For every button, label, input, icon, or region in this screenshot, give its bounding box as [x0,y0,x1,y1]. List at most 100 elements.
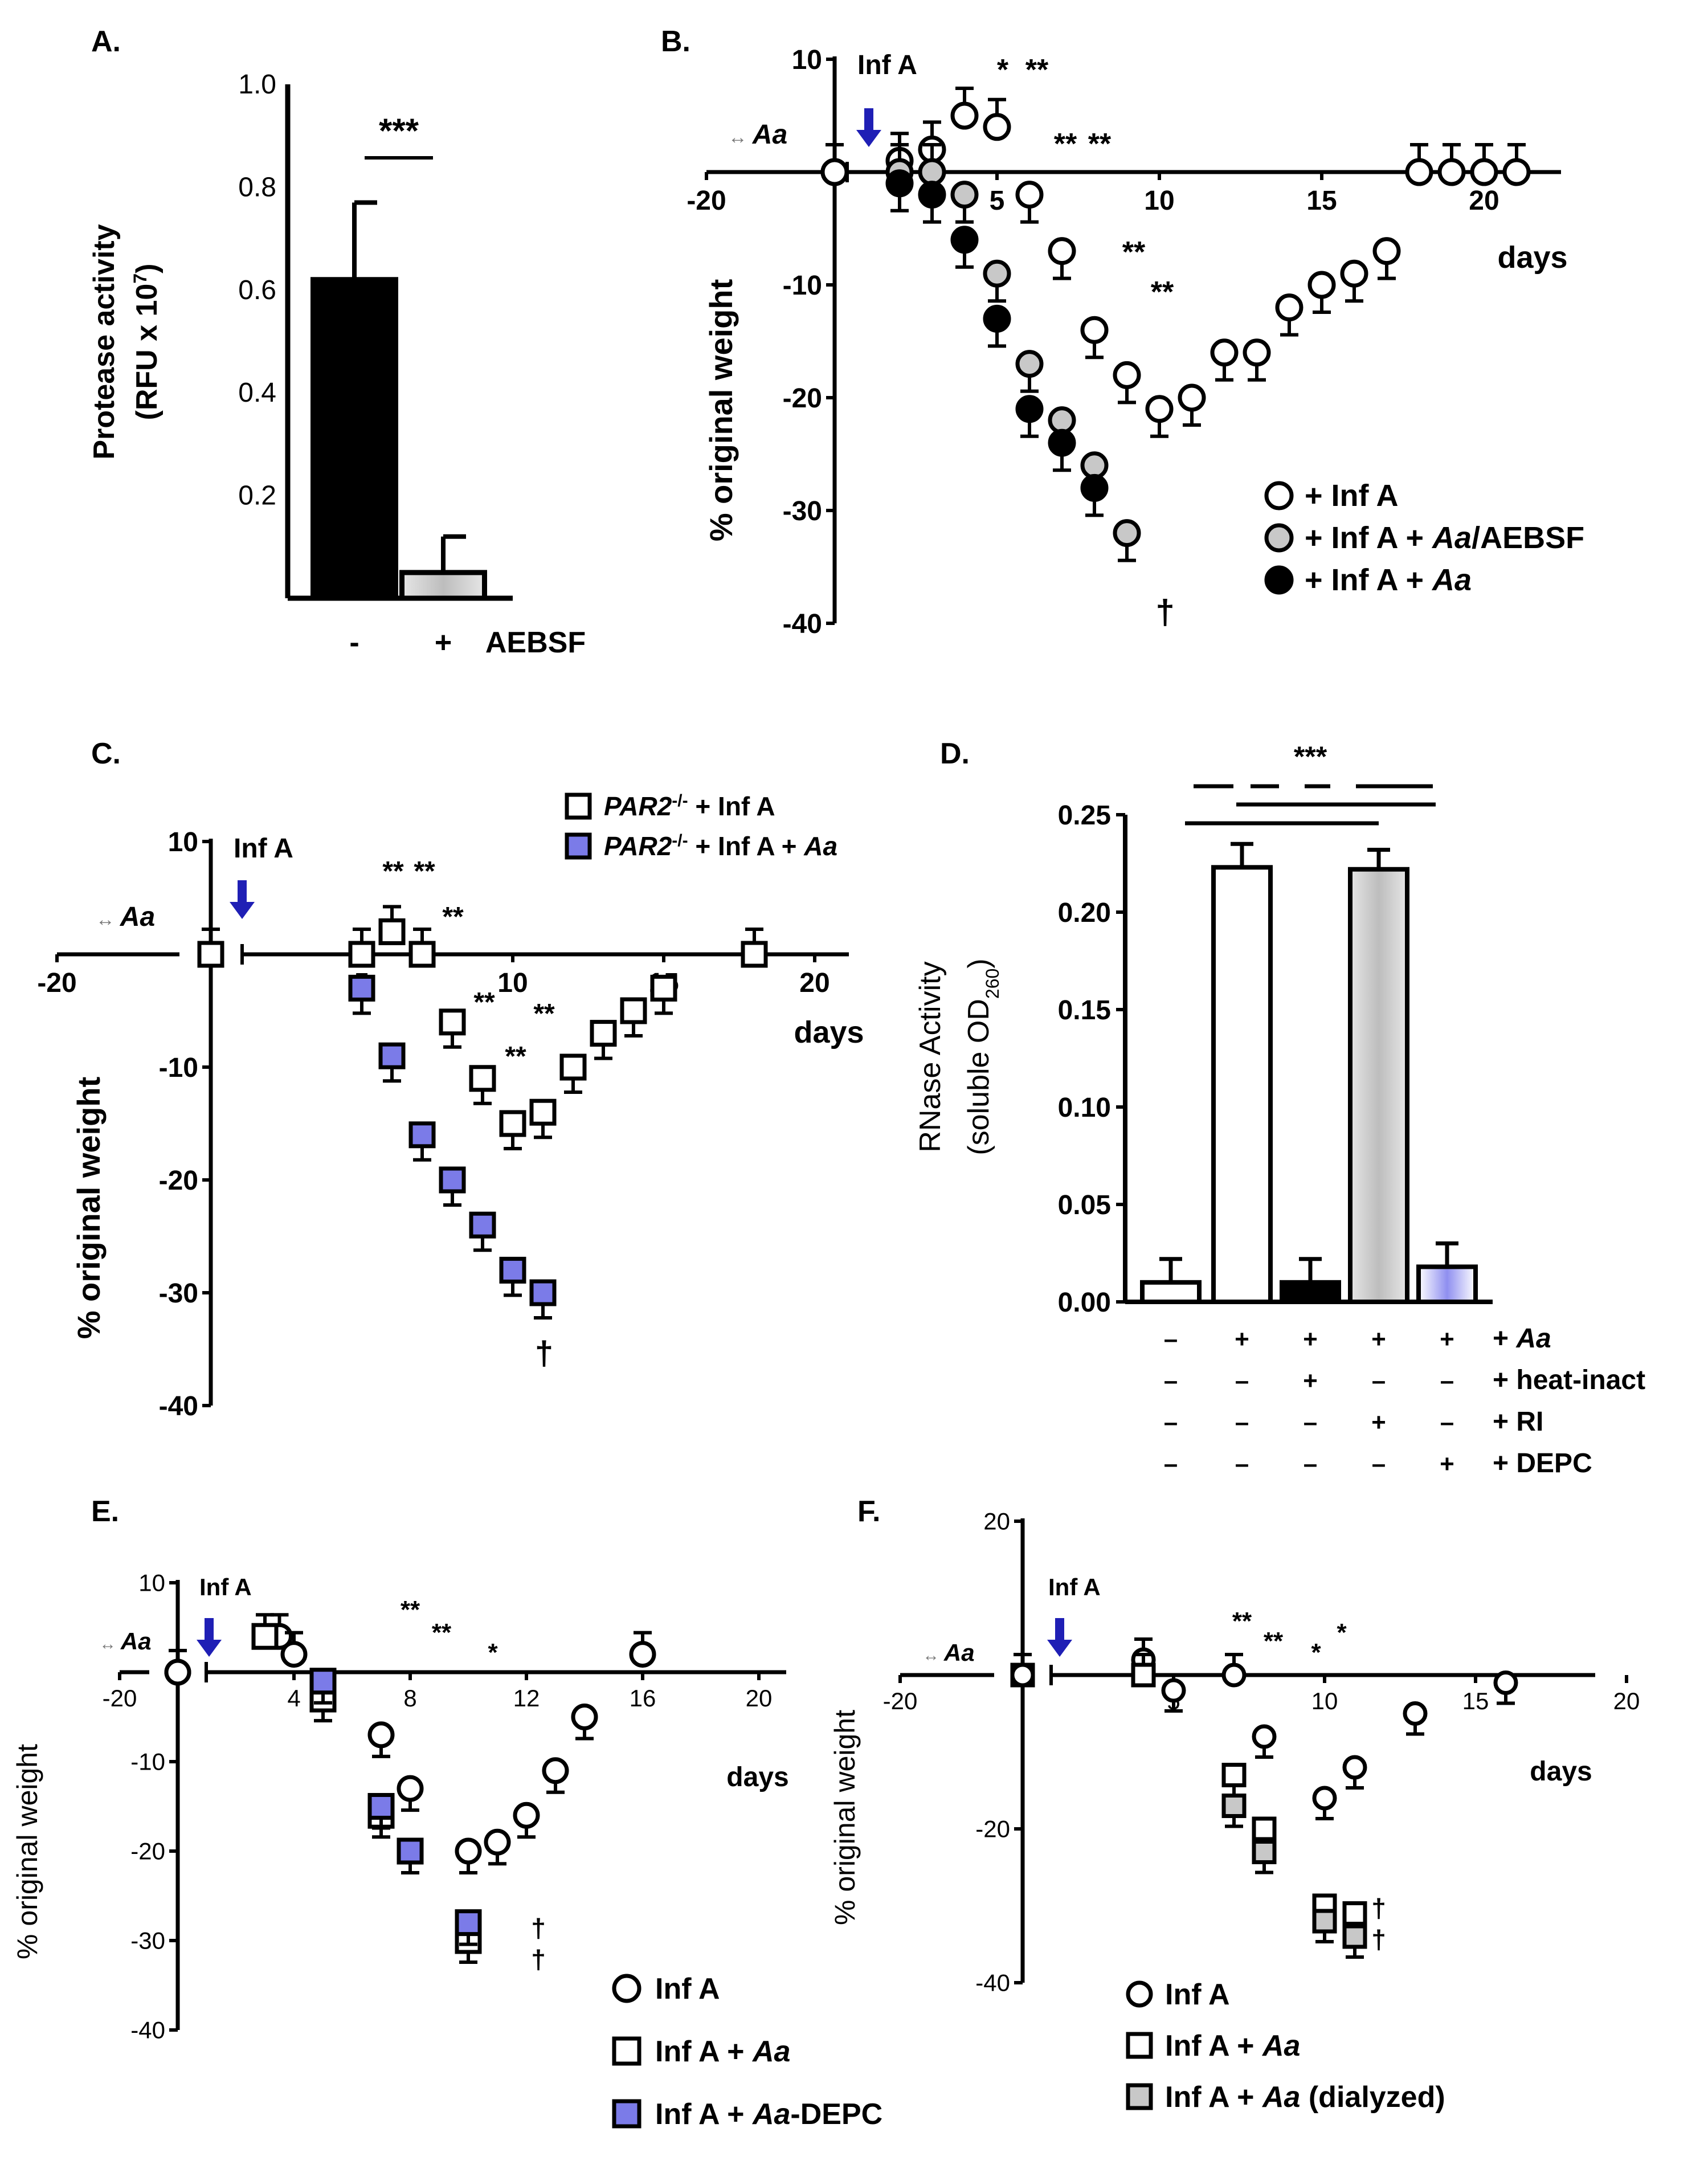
f-pre-label: ↔ Aa [922,1639,974,1666]
c-data-point [348,941,375,968]
f-arrow-icon [1047,1618,1072,1657]
f-x-label: days [1530,1757,1592,1787]
b-data-point [1048,237,1076,266]
pre-label-text: Aa [943,1639,975,1666]
f-legend-suffix: (dialyzed) [1300,2081,1445,2114]
pre-label-text: Aa [120,1628,152,1655]
b-data-point [950,226,979,254]
f-data-point [1221,1663,1247,1688]
c-pre-label: ↔ Aa [96,902,155,932]
c-data-point [590,1020,617,1047]
d-condition-text: heat-inact [1516,1365,1645,1395]
e-annotation: Inf A [199,1574,252,1600]
b-y-tick-label: -20 [783,383,822,414]
b-legend-italic: Aa [1431,521,1472,555]
d-condition-text: RI [1516,1407,1543,1437]
e-legend-prefix: Inf A + [655,2098,753,2131]
b-significance-star: ** [1122,236,1146,269]
c-data-point [499,1256,526,1284]
b-arrow-icon [856,108,881,147]
b-data-point [820,158,849,186]
b-data-point [983,304,1011,333]
c-x-tick-label: -20 [37,968,76,998]
d-condition-sign: + [1440,1325,1454,1353]
e-y-tick-label: -10 [130,1749,165,1775]
a-bar [399,570,487,601]
c-legend-sup: -/- [672,831,688,850]
e-data-point [367,1793,395,1820]
b-legend-label: + Inf A + Aa [1305,563,1472,597]
d-condition-text: DEPC [1516,1448,1592,1478]
c-y-tick-label: 10 [168,827,198,857]
pre-arrow: ↔ [99,1635,121,1653]
b-data-point [983,113,1011,141]
b-legend-marker [1264,565,1294,595]
e-legend-prefix: Inf A [655,1972,720,2005]
e-data-point [542,1757,569,1784]
c-significance-star: ** [414,856,435,887]
f-data-point [1342,1755,1367,1780]
c-legend-sup: -/- [672,791,688,810]
b-data-point [885,169,914,198]
b-pre-label: ↔ Aa [728,120,787,150]
c-data-point [348,974,375,1002]
e-dagger: † [531,1945,546,1974]
e-x-tick-label: 20 [746,1685,773,1712]
d-condition-sign: – [1304,1408,1317,1436]
e-y-label: % original weight [11,1744,43,1959]
e-legend-italic: Aa [751,2098,790,2131]
d-condition-label: + DEPC [1493,1448,1592,1478]
e-legend-label: Inf A + Aa [655,2035,790,2068]
b-y-tick-label: -40 [783,609,822,639]
panel-b-scatter-chart: 10 -10 -20 -30 -40 -20 5 10 15 20 days % original w… [687,45,1584,639]
f-annotation: Inf A [1048,1574,1101,1600]
d-condition-prefix: + [1493,1407,1516,1437]
c-y-label: % original weight [71,1077,107,1339]
d-condition-sign: + [1235,1325,1249,1353]
d-y-label-sub: 260 [982,969,1003,999]
panel-label-d: D. [940,737,970,770]
e-data-point [455,1837,482,1865]
b-data-point [1210,338,1239,367]
d-condition-sign: – [1372,1450,1386,1478]
panel-e-scatter-chart: 10 -10 -20 -30 -40 -20 4 8 12 16 20 days % original … [11,1570,882,2131]
c-data-point [559,1053,587,1081]
panel-label-c: C. [91,737,121,770]
c-x-tick-label: 10 [497,968,528,998]
b-legend-italic: Aa [1431,563,1472,597]
a-y-label: Protease activity [88,224,121,459]
e-x-tick-label: 4 [287,1685,300,1712]
e-data-point [309,1668,337,1695]
b-data-point [1080,316,1109,344]
c-y-tick-label: -40 [159,1391,198,1422]
b-x-tick-label: 15 [1306,186,1337,216]
f-x-tick-label: -20 [883,1688,918,1714]
c-legend-marker [565,793,592,820]
b-data-point [1048,406,1076,435]
b-legend-label: + Inf A + Aa/AEBSF [1305,521,1584,555]
b-x-label: days [1497,240,1567,275]
b-data-point [1113,519,1141,548]
d-condition-sign: – [1372,1367,1386,1395]
f-legend-prefix: Inf A [1165,1978,1230,2011]
e-data-point [164,1659,191,1686]
f-significance-star: * [1337,1619,1347,1647]
e-data-point [455,1909,482,1937]
e-data-point [484,1828,511,1856]
b-legend-prefix: + Inf A + [1305,521,1432,555]
b-data-point [1178,383,1206,412]
b-data-point [1340,259,1368,288]
e-data-point [397,1837,424,1865]
f-legend-marker [1126,2032,1153,2059]
e-significance-star: ** [432,1619,452,1647]
f-legend-italic: Aa [1261,2029,1300,2062]
d-condition-italic: Aa [1515,1324,1551,1354]
c-data-point [197,941,224,968]
e-y-tick-label: 10 [138,1570,165,1596]
b-data-point [1015,395,1044,423]
d-condition-sign: – [1164,1325,1178,1353]
e-legend-marker [612,1974,641,2003]
f-legend-label: Inf A + Aa [1165,2029,1300,2062]
d-bar [1348,867,1409,1304]
c-y-tick-label: -20 [159,1166,198,1196]
